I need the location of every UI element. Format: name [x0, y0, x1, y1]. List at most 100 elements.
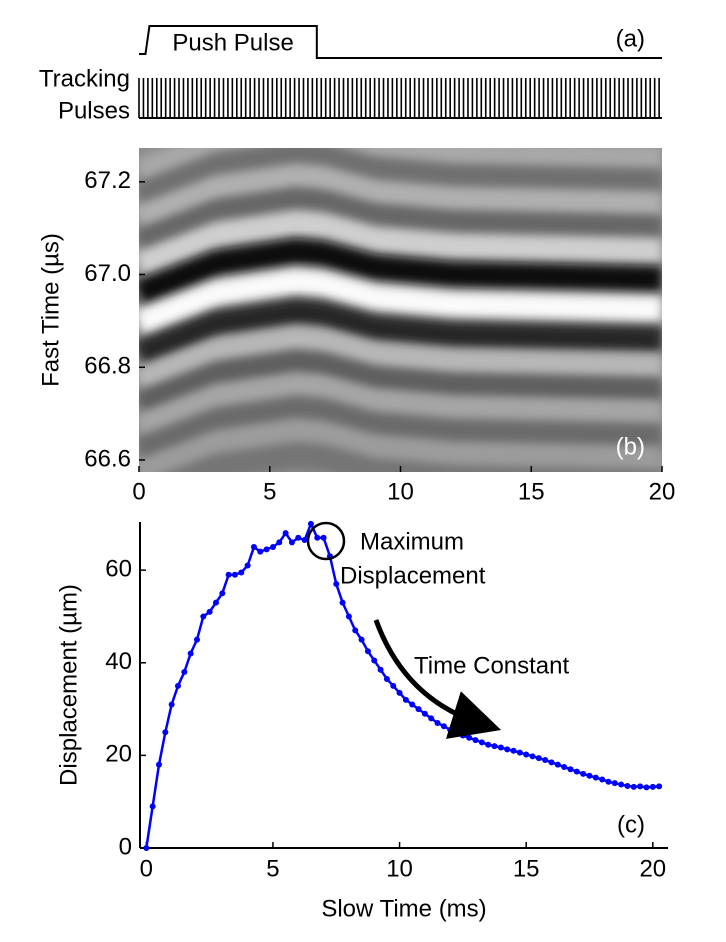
data-point — [225, 571, 232, 578]
data-point — [580, 770, 587, 777]
echo-band — [139, 268, 662, 336]
data-point — [339, 599, 346, 606]
data-point — [523, 751, 530, 758]
data-point — [485, 741, 492, 748]
annotation: Displacement — [340, 562, 486, 589]
time-constant-arrow — [373, 619, 502, 739]
max-marker — [306, 521, 346, 561]
y-tick-label: 40 — [105, 648, 132, 675]
x-tick-label: 15 — [518, 478, 545, 505]
x-tick-label: 0 — [140, 855, 153, 882]
data-point — [573, 768, 580, 775]
data-point — [155, 761, 162, 768]
y-tick-label: 66.8 — [84, 353, 131, 380]
x-tick-label: 10 — [386, 855, 413, 882]
y-axis-label: Displacement (µm) — [55, 584, 82, 786]
x-tick-label: 10 — [387, 478, 414, 505]
data-point — [586, 772, 593, 779]
data-point — [250, 544, 257, 551]
data-point — [592, 774, 599, 781]
data-point — [307, 520, 314, 527]
echo-band — [139, 148, 662, 208]
data-point — [637, 783, 644, 790]
data-point — [548, 759, 555, 766]
data-point — [656, 783, 663, 790]
data-point — [168, 701, 175, 708]
data-point — [282, 530, 289, 537]
data-point — [605, 778, 612, 785]
x-axis-label: Slow Time (ms) — [321, 895, 486, 922]
data-point — [447, 726, 454, 733]
data-point — [472, 737, 479, 744]
data-point — [143, 845, 150, 851]
x-tick-label: 15 — [513, 855, 540, 882]
data-point — [421, 710, 428, 717]
push-pulse-trace — [139, 25, 662, 59]
data-point — [187, 650, 194, 657]
data-point — [611, 780, 618, 787]
data-point — [244, 562, 251, 569]
echo-band — [139, 238, 662, 306]
push-pulse-label: Push Pulse — [172, 29, 293, 56]
annotation: Time Constant — [414, 652, 570, 679]
data-point — [428, 715, 435, 722]
x-tick-label: 0 — [132, 478, 145, 505]
echo-band — [139, 326, 662, 394]
data-point — [200, 613, 207, 620]
data-point — [174, 682, 181, 689]
displacement-line — [145, 520, 660, 849]
data-point — [333, 581, 340, 588]
data-point — [301, 537, 308, 544]
echo-band — [139, 419, 662, 472]
echo-band — [139, 164, 662, 232]
data-point — [554, 761, 561, 768]
y-tick-label: 20 — [105, 741, 132, 768]
data-point — [149, 803, 156, 810]
data-point — [162, 729, 169, 736]
echo-band — [139, 187, 662, 255]
echo-band — [139, 210, 662, 278]
data-point — [434, 719, 441, 726]
data-point — [238, 569, 245, 576]
data-point — [371, 657, 378, 664]
data-point — [478, 739, 485, 746]
panel-label: (c) — [617, 811, 645, 838]
data-point — [516, 749, 523, 756]
data-point — [529, 753, 536, 760]
data-point — [466, 734, 473, 741]
data-point — [377, 666, 384, 673]
y-tick-label: 67.0 — [84, 260, 131, 287]
data-point — [181, 669, 188, 676]
panel-label: (a) — [616, 25, 645, 52]
data-point — [193, 636, 200, 643]
x-tick-label: 20 — [649, 478, 676, 505]
tracking-label: Pulses — [58, 97, 130, 124]
data-point — [212, 599, 219, 606]
data-point — [352, 627, 359, 634]
y-tick-label: 60 — [105, 556, 132, 583]
data-point — [257, 548, 264, 555]
data-point — [440, 723, 447, 730]
data-point — [618, 781, 625, 788]
data-point — [219, 590, 226, 597]
echo-band — [139, 395, 662, 463]
data-point — [320, 534, 327, 541]
tracking-label: Tracking — [39, 65, 130, 92]
data-point — [314, 534, 321, 541]
tracking-pulses — [138, 78, 660, 118]
y-axis-label: Fast Time (µs) — [37, 233, 64, 387]
annotation: Maximum — [360, 528, 464, 555]
data-point — [649, 783, 656, 790]
data-point — [206, 608, 213, 615]
data-point — [453, 729, 460, 736]
data-point — [276, 539, 283, 546]
data-point — [561, 763, 568, 770]
data-point — [231, 571, 238, 578]
data-point — [567, 766, 574, 773]
data-point — [358, 636, 365, 643]
data-point — [263, 546, 270, 553]
y-tick-label: 67.2 — [84, 167, 131, 194]
echo-band — [139, 298, 662, 366]
data-point — [295, 534, 302, 541]
data-point — [643, 784, 650, 791]
